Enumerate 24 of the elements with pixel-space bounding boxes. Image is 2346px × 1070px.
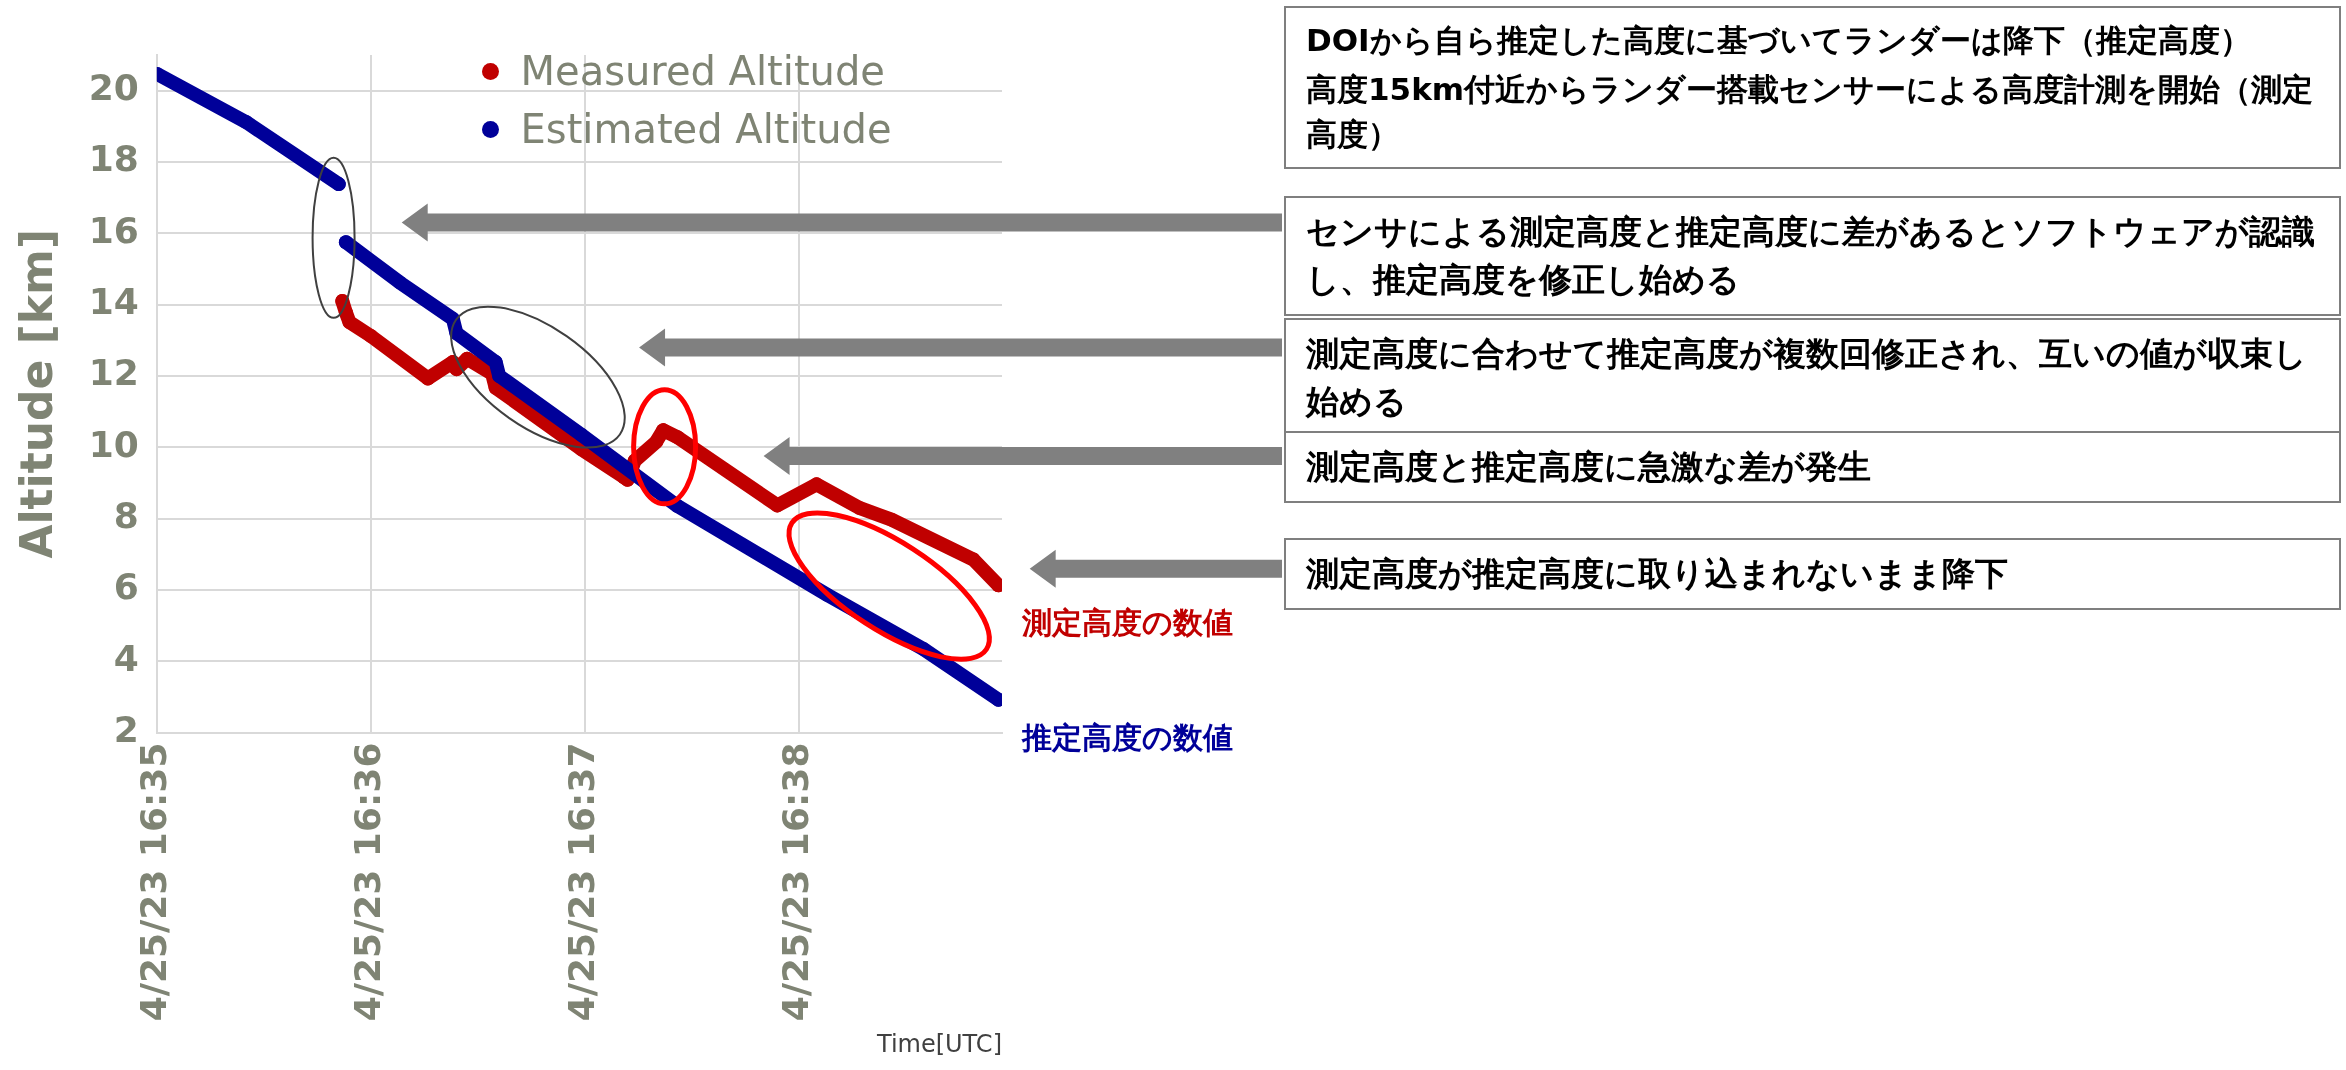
- text: 測定高度と推定高度に急激な差が発生: [1306, 446, 1872, 488]
- x-tick-label: 4/25/23 16:38: [775, 742, 817, 1022]
- y-tick-label: 16: [88, 209, 139, 251]
- y-tick-label: 20: [88, 67, 139, 109]
- y-tick-label: 4: [113, 637, 139, 679]
- x-tick-label: 4/25/23 16:37: [561, 742, 603, 1022]
- text: 測定高度に合わせて推定高度が複数回修正され、互いの値が収束し始める: [1306, 333, 2308, 423]
- y-axis-title: Altitude [km]: [10, 228, 62, 559]
- text: 推定高度の数値: [1022, 718, 1234, 757]
- text: 測定高度が推定高度に取り込まれないまま降下: [1306, 553, 2009, 595]
- x-axis-title: Time[UTC]: [875, 1029, 1002, 1058]
- text: DOIから自ら推定した高度に基づいてランダーは降下（推定高度）: [1306, 21, 2252, 60]
- legend-label: Estimated Altitude: [520, 105, 892, 155]
- text: 高度15km付近からランダー搭載センサーによる高度計測を開始（測定高度）: [1306, 69, 2315, 154]
- text: 測定高度の数値: [1022, 604, 1234, 643]
- y-tick-label: 18: [88, 138, 139, 180]
- y-tick-label: 14: [88, 280, 139, 322]
- y-tick-label: 12: [88, 352, 139, 394]
- legend-label: Measured Altitude: [520, 47, 885, 97]
- y-tick-label: 6: [113, 566, 139, 608]
- y-tick-label: 8: [113, 494, 139, 536]
- y-tick-label: 10: [88, 423, 139, 465]
- x-tick-label: 4/25/23 16:36: [347, 742, 389, 1022]
- text: センサによる測定高度と推定高度に差があるとソフトウェアが認識し、推定高度を修正し始める: [1306, 211, 2316, 301]
